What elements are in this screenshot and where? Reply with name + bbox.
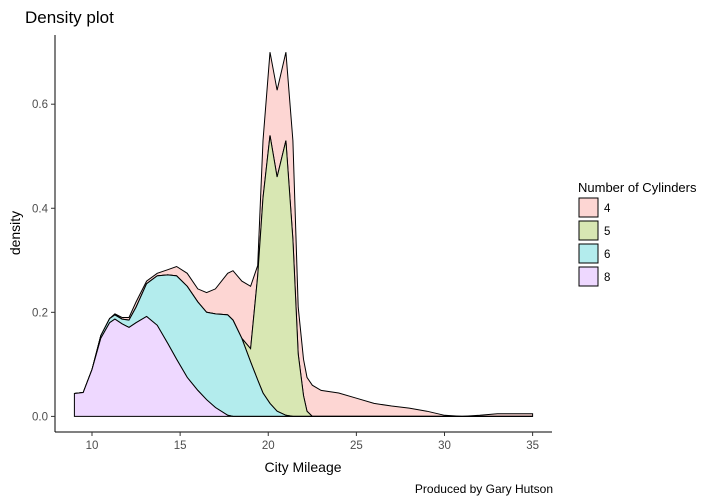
x-tick-label: 15 <box>174 440 187 452</box>
legend-key <box>578 243 599 264</box>
plot-areas <box>73 52 534 417</box>
x-tick-label: 20 <box>262 440 275 452</box>
x-tick-label: 30 <box>438 440 451 452</box>
x-axis-label: City Mileage <box>264 459 341 475</box>
chart-title: Density plot <box>25 8 114 27</box>
caption: Produced by Gary Hutson <box>415 482 553 496</box>
y-tick-label: 0.4 <box>32 203 49 215</box>
legend-key <box>578 220 599 241</box>
legend-label: 5 <box>604 226 610 238</box>
legend-label: 4 <box>604 203 611 215</box>
y-tick-label: 0.2 <box>32 307 48 319</box>
y-tick-label: 0.0 <box>32 411 48 423</box>
legend-title: Number of Cylinders <box>578 180 697 195</box>
legend-item-8: 8 <box>578 266 610 287</box>
density-area-cyl-8 <box>73 315 533 417</box>
legend-item-5: 5 <box>578 220 610 241</box>
legend: Number of Cylinders 4 5 6 8 <box>578 180 697 287</box>
y-axis-label: density <box>7 211 23 255</box>
legend-item-6: 6 <box>578 243 610 264</box>
legend-item-4: 4 <box>578 197 611 218</box>
x-tick-label: 25 <box>350 440 363 452</box>
x-tick-label: 35 <box>526 440 539 452</box>
legend-key <box>578 197 599 218</box>
x-tick-label: 10 <box>86 440 99 452</box>
legend-key <box>578 266 599 287</box>
y-tick-label: 0.6 <box>32 99 48 111</box>
legend-label: 8 <box>604 272 610 284</box>
legend-label: 6 <box>604 249 610 261</box>
